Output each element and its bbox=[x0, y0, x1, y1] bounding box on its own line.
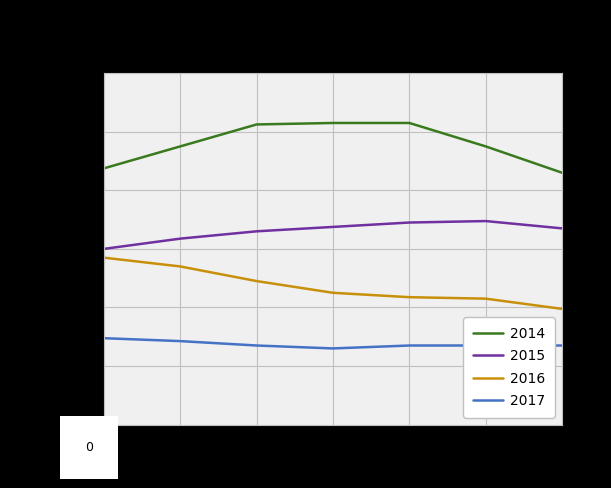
2015 bbox=[482, 218, 489, 224]
2016 bbox=[329, 290, 337, 296]
Line: 2017: 2017 bbox=[104, 338, 562, 348]
Legend: 2014, 2015, 2016, 2017: 2014, 2015, 2016, 2017 bbox=[463, 317, 555, 418]
2017 bbox=[406, 343, 413, 348]
2017 bbox=[253, 343, 260, 348]
2016 bbox=[253, 278, 260, 284]
2014 bbox=[100, 165, 108, 171]
2016 bbox=[100, 255, 108, 261]
Line: 2016: 2016 bbox=[104, 258, 562, 309]
2017 bbox=[100, 335, 108, 341]
Text: 0: 0 bbox=[85, 441, 93, 454]
2015 bbox=[253, 228, 260, 234]
2015 bbox=[558, 225, 566, 231]
2015 bbox=[100, 246, 108, 252]
2014 bbox=[329, 120, 337, 126]
2017 bbox=[177, 338, 184, 344]
2016 bbox=[482, 296, 489, 302]
2014 bbox=[177, 143, 184, 149]
2014 bbox=[558, 170, 566, 176]
2015 bbox=[329, 224, 337, 230]
2014 bbox=[482, 143, 489, 149]
2014 bbox=[406, 120, 413, 126]
2016 bbox=[558, 306, 566, 312]
Line: 2015: 2015 bbox=[104, 221, 562, 249]
2017 bbox=[329, 346, 337, 351]
2016 bbox=[177, 264, 184, 269]
2015 bbox=[406, 220, 413, 225]
2014 bbox=[253, 122, 260, 127]
Line: 2014: 2014 bbox=[104, 123, 562, 173]
2015 bbox=[177, 236, 184, 242]
2017 bbox=[482, 343, 489, 348]
2016 bbox=[406, 294, 413, 300]
2017 bbox=[558, 343, 566, 348]
